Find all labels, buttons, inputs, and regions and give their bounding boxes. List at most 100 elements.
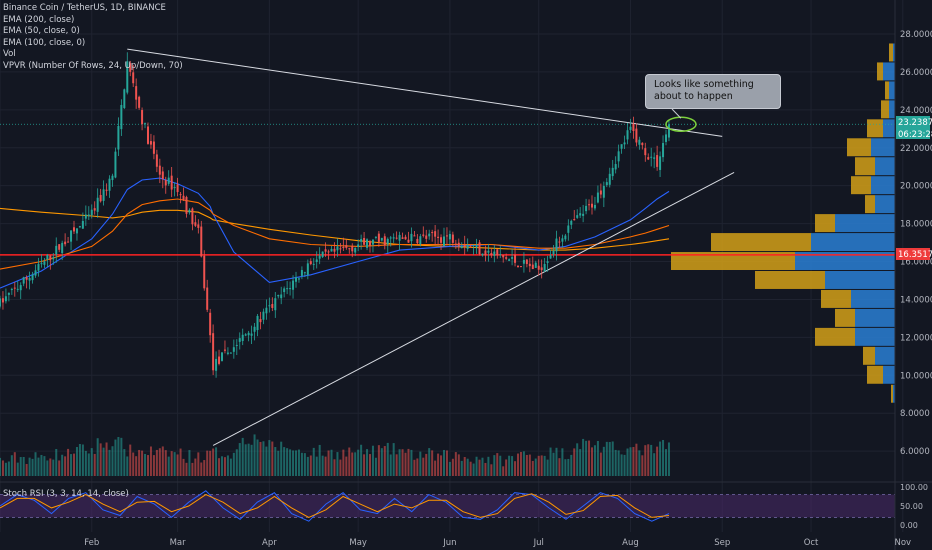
vpvr-down-bar [811, 233, 895, 252]
candle-body [135, 86, 138, 100]
volume-bar [28, 457, 31, 476]
volume-bar [475, 456, 478, 476]
candle-body [309, 261, 312, 265]
candle-body [366, 239, 369, 248]
vpvr-up-bar [711, 233, 811, 252]
volume-bar [546, 459, 549, 476]
volume-bar [132, 452, 135, 476]
price-axis[interactable]: 28.0000 26.0000 24.0000 22.0000 20.0000 18.00… [900, 30, 932, 530]
volume-bar [401, 449, 404, 476]
volume-bar [448, 461, 451, 476]
candle-body [271, 304, 274, 308]
candle-body [413, 235, 416, 237]
candle-body [582, 213, 585, 216]
volume-bar [78, 443, 81, 476]
volume-bar [653, 453, 656, 476]
volume-bar [49, 458, 52, 476]
candle-body [203, 255, 206, 289]
volume-bar [647, 444, 650, 476]
volume-bar [496, 453, 499, 476]
time-axis[interactable]: 2020FebMarAprMayJunJulAugSepOctNov [0, 538, 911, 548]
volume-bar [463, 457, 466, 476]
candle-body [197, 224, 200, 228]
volume-bar [87, 453, 90, 476]
volume-bar [493, 455, 496, 476]
volume-bar [342, 449, 345, 476]
candle-body [188, 209, 191, 213]
candle-body [517, 265, 519, 268]
lower-trendline[interactable] [212, 171, 735, 446]
volume-bar [306, 456, 309, 476]
volume-bar [99, 443, 102, 476]
volume-bar [123, 449, 126, 476]
volume-bar [297, 449, 300, 476]
candle-body [108, 178, 111, 191]
candle-body [469, 246, 472, 248]
legend-ema50[interactable]: EMA (50, close, 0) [3, 26, 80, 37]
volume-bar [64, 456, 67, 476]
countdown-tag-bg [896, 128, 930, 139]
candle-body [410, 233, 413, 242]
candle-body [292, 280, 295, 290]
volume-bar [457, 454, 460, 476]
ema-line [0, 177, 670, 289]
stoch-tick-label: 0.00 [900, 521, 918, 530]
candle-body [126, 61, 129, 93]
volume-bar [105, 442, 108, 476]
candle-body [250, 333, 253, 336]
candle-body [593, 204, 596, 209]
ema-lines [0, 123, 895, 289]
volume-bar [13, 452, 16, 476]
volume-bar [93, 453, 96, 476]
volume-bar [431, 450, 434, 476]
vpvr-up-bar [865, 195, 875, 214]
candle-body [1, 298, 4, 303]
volume-bar [369, 454, 371, 476]
vpvr-down-bar [875, 346, 895, 365]
candle-body [490, 253, 493, 256]
candle-body [407, 239, 410, 243]
highlight-ellipse[interactable] [665, 116, 697, 133]
volume-bar [543, 455, 546, 476]
upper-trendline[interactable] [127, 48, 723, 137]
legend-symbol[interactable]: Binance Coin / TetherUS, 1D, BINANCE [3, 3, 166, 13]
ema-line [0, 207, 670, 251]
volume-bar [582, 438, 585, 476]
volume-bar [318, 444, 321, 476]
candle-body [147, 126, 149, 144]
volume-bar [573, 448, 576, 476]
callout-pointer [671, 108, 682, 119]
candle-body [576, 215, 579, 218]
candle-body [99, 194, 102, 202]
volume-bar [487, 456, 490, 476]
volume-bar [58, 460, 61, 476]
stoch-rsi-label[interactable]: Stoch RSI (3, 3, 14, 14, close) [3, 489, 129, 499]
candle-body [37, 263, 40, 271]
candle-body [422, 234, 425, 236]
candle-body [182, 195, 185, 200]
vpvr-down-bar [871, 176, 895, 195]
candle-body [138, 96, 141, 108]
legend-vpvr[interactable]: VPVR (Number Of Rows, 24, Up/Down, 70) [3, 60, 183, 71]
volume-bar [662, 439, 665, 476]
legend-vol[interactable]: Vol [3, 49, 16, 60]
legend-ema100[interactable]: EMA (100, close, 0) [3, 37, 86, 48]
volume-bar [534, 458, 537, 476]
candle-body [522, 259, 525, 264]
candle-body [185, 197, 188, 214]
candle-body [445, 235, 448, 237]
annotation-callout[interactable]: Looks like something about to happen [645, 74, 781, 109]
candle-body [52, 257, 55, 260]
volume-bar [614, 449, 617, 476]
x-tick-label: Mar [170, 538, 187, 548]
legend-ema200[interactable]: EMA (200, close) [3, 14, 75, 25]
candle-body [386, 238, 389, 245]
candle-body [312, 263, 315, 265]
candle-body [608, 173, 611, 185]
candle-body [43, 261, 46, 265]
candle-body [55, 245, 58, 255]
candle-body [481, 253, 484, 256]
volume-bar [366, 449, 369, 476]
volume-bar [354, 452, 357, 476]
